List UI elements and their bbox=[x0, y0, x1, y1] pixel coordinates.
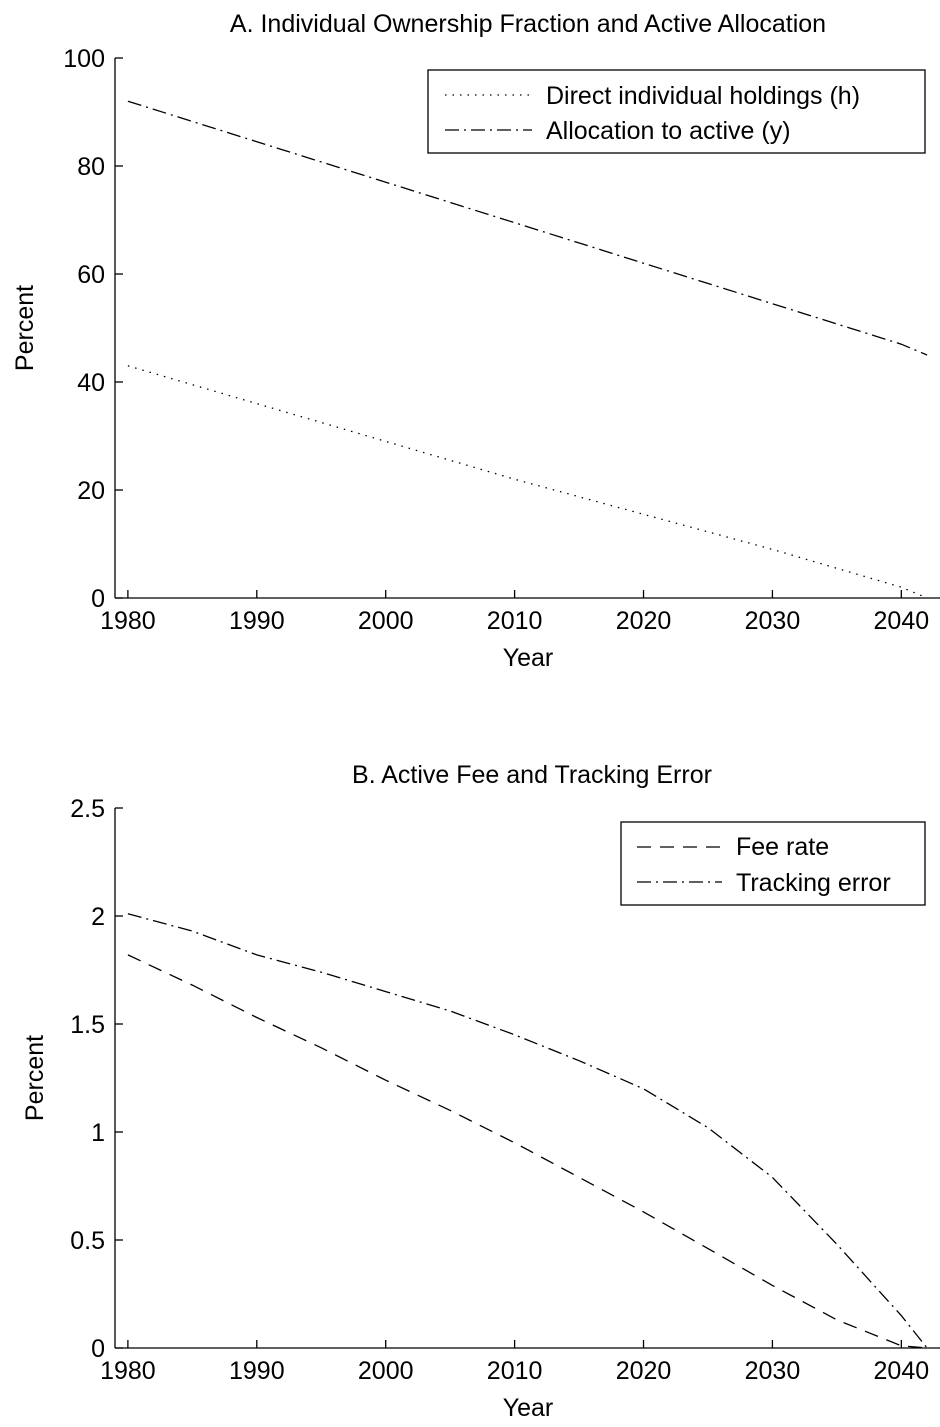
panel-a-x-tick-label: 1980 bbox=[100, 607, 156, 635]
panel-a-series-line-0 bbox=[127, 365, 928, 599]
panel-b-y-tick-label: 1 bbox=[91, 1119, 105, 1147]
panel-b-y-tick-label: 1.5 bbox=[70, 1011, 105, 1039]
panel-a-title: A. Individual Ownership Fraction and Act… bbox=[230, 10, 826, 38]
panel-b-y-tick-label: 2 bbox=[91, 903, 105, 931]
panel-b-y-axis-label: Percent bbox=[21, 1035, 49, 1121]
panel-b-x-tick-label: 2040 bbox=[874, 1357, 930, 1385]
panel-a-series-line-1 bbox=[127, 100, 928, 356]
panel-a-legend: Direct individual holdings (h) Allocatio… bbox=[427, 69, 926, 154]
panel-b-chart: B. Active Fee and Tracking Error Percent… bbox=[21, 761, 940, 1422]
panel-a-legend-label-holdings: Direct individual holdings (h) bbox=[546, 82, 860, 110]
panel-a-y-tick-label: 100 bbox=[63, 45, 105, 73]
panel-a-x-tick-label: 2030 bbox=[745, 607, 801, 635]
panel-b-x-tick-label: 2030 bbox=[745, 1357, 801, 1385]
panel-b-title: B. Active Fee and Tracking Error bbox=[352, 761, 712, 789]
panel-a-x-tick-label: 2020 bbox=[616, 607, 672, 635]
panel-b-y-tick-label: 0.5 bbox=[70, 1227, 105, 1255]
panel-b-x-tick-label: 1980 bbox=[100, 1357, 156, 1385]
panel-a-y-tick-label: 20 bbox=[77, 477, 105, 505]
panel-a-x-tick-label: 1990 bbox=[229, 607, 285, 635]
panel-b-x-tick-label: 2010 bbox=[487, 1357, 543, 1385]
panel-b-x-tick-label: 2000 bbox=[358, 1357, 414, 1385]
panel-b-legend-box bbox=[620, 821, 926, 906]
panel-a-x-ticks: 1980 1990 2000 2010 2020 2030 2040 bbox=[100, 590, 929, 635]
panel-b-series-line-1 bbox=[127, 913, 928, 1349]
panel-b-x-tick-label: 2020 bbox=[616, 1357, 672, 1385]
panel-b-legend: Fee rate Tracking error bbox=[620, 821, 926, 906]
panel-a-series-group bbox=[127, 100, 928, 599]
panel-a-x-tick-label: 2010 bbox=[487, 607, 543, 635]
panel-a-y-ticks: 0 20 40 60 80 100 bbox=[63, 45, 123, 613]
panel-b-legend-label-tracking: Tracking error bbox=[736, 869, 891, 897]
panel-b-x-ticks: 1980 1990 2000 2010 2020 2030 2040 bbox=[100, 1340, 929, 1385]
panel-a-y-axis-label: Percent bbox=[11, 285, 39, 371]
panel-b-legend-label-fee: Fee rate bbox=[736, 833, 829, 861]
panel-b-y-ticks: 0 0.5 1 1.5 2 2.5 bbox=[70, 795, 123, 1363]
panel-a-y-tick-label: 80 bbox=[77, 153, 105, 181]
panel-a-y-tick-label: 40 bbox=[77, 369, 105, 397]
panel-b-y-tick-label: 2.5 bbox=[70, 795, 105, 823]
panel-a-x-axis-label: Year bbox=[503, 644, 554, 672]
panel-b-x-axis-label: Year bbox=[503, 1394, 554, 1422]
panel-b-x-tick-label: 1990 bbox=[229, 1357, 285, 1385]
panel-a-y-tick-label: 60 bbox=[77, 261, 105, 289]
panel-b-series-group bbox=[127, 913, 928, 1349]
panel-a-y-tick-label: 0 bbox=[91, 585, 105, 613]
panel-b-series-line-0 bbox=[127, 954, 928, 1349]
panel-b-y-tick-label: 0 bbox=[91, 1335, 105, 1363]
panel-a-chart: A. Individual Ownership Fraction and Act… bbox=[11, 10, 940, 672]
panel-a-x-tick-label: 2040 bbox=[874, 607, 930, 635]
panel-a-legend-label-allocation: Allocation to active (y) bbox=[546, 117, 791, 145]
panel-a-legend-box bbox=[427, 69, 926, 154]
panel-a-x-tick-label: 2000 bbox=[358, 607, 414, 635]
